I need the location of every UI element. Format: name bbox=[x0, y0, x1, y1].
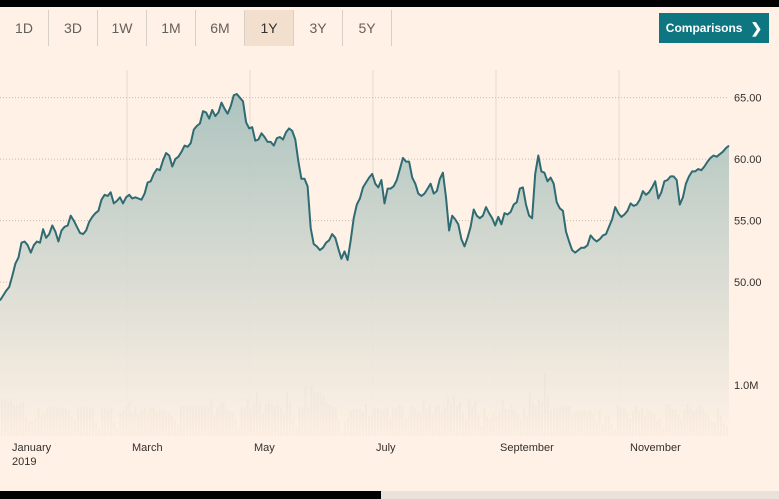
x-tick-label: May bbox=[254, 442, 275, 454]
y-tick-label: 50.00 bbox=[734, 277, 762, 289]
top-border bbox=[0, 0, 779, 7]
scrollbar-track[interactable] bbox=[381, 491, 779, 499]
chevron-right-icon: ❯ bbox=[750, 19, 763, 36]
x-tick-label: November bbox=[630, 442, 681, 454]
price-area bbox=[0, 94, 729, 436]
volume-tick-label: 1.0M bbox=[734, 380, 758, 392]
comparisons-label: Comparisons bbox=[665, 21, 743, 35]
tab-3d[interactable]: 3D bbox=[49, 10, 98, 46]
comparisons-button[interactable]: Comparisons ❯ bbox=[659, 13, 769, 43]
y-tick-label: 65.00 bbox=[734, 93, 762, 105]
tab-6m[interactable]: 6M bbox=[196, 10, 245, 46]
scrollbar-thumb[interactable] bbox=[0, 491, 381, 499]
range-tabs: 1D 3D 1W 1M 6M 1Y 3Y 5Y bbox=[0, 10, 392, 47]
tab-1w[interactable]: 1W bbox=[98, 10, 147, 46]
x-tick-label: March bbox=[132, 442, 163, 454]
y-tick-label: 60.00 bbox=[734, 154, 762, 166]
x-tick-label: January bbox=[12, 442, 52, 454]
tab-1m[interactable]: 1M bbox=[147, 10, 196, 46]
tab-5y[interactable]: 5Y bbox=[343, 10, 392, 46]
price-line bbox=[0, 93, 730, 302]
tab-3y[interactable]: 3Y bbox=[294, 10, 343, 46]
tab-1d[interactable]: 1D bbox=[0, 10, 49, 46]
x-tick-label: September bbox=[500, 442, 554, 454]
x-tick-label: July bbox=[376, 442, 396, 454]
x-year-label: 2019 bbox=[12, 456, 36, 468]
y-tick-label: 55.00 bbox=[734, 216, 762, 228]
tab-1y[interactable]: 1Y bbox=[245, 10, 294, 46]
